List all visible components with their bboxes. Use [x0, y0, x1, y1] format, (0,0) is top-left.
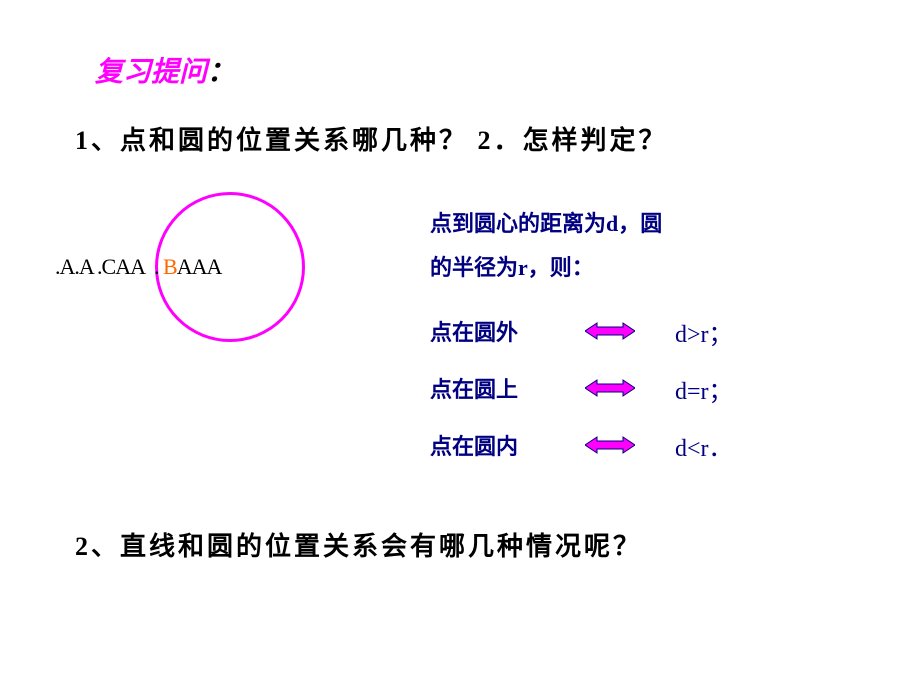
content-row: .A.A .CAA . BAAA 点到圆心的距离为d，圆的半径为r，则： 点在圆… — [50, 202, 870, 486]
double-arrow-icon — [585, 435, 635, 455]
rule-row-0: 点在圆外 d>r； — [430, 315, 870, 347]
rule-intro: 点到圆心的距离为d，圆的半径为r，则： — [430, 202, 870, 290]
rule-label-1: 点在圆上 — [430, 372, 575, 404]
double-arrow-icon — [585, 378, 635, 398]
points-line: .A.A .CAA . BAAA — [55, 254, 221, 280]
double-arrow-icon — [585, 321, 635, 341]
arrow-2 — [575, 435, 645, 455]
rule-row-2: 点在圆内 d<r． — [430, 429, 870, 461]
question-2: 2、直线和圆的位置关系会有哪几种情况呢？ — [75, 526, 870, 563]
rule-label-0: 点在圆外 — [430, 315, 575, 347]
rule-row-1: 点在圆上 d=r； — [430, 372, 870, 404]
rules-section: 点到圆心的距离为d，圆的半径为r，则： 点在圆外 d>r； 点在圆上 — [430, 202, 870, 486]
header-colon: ： — [207, 57, 235, 88]
diagram-section: .A.A .CAA . BAAA — [50, 202, 430, 372]
header-title: 复习提问： — [95, 50, 870, 90]
slide-content: 复习提问： 1、点和圆的位置关系哪几种？ 2．怎样判定？ .A.A .CAA .… — [0, 0, 920, 690]
arrow-0 — [575, 321, 645, 341]
label-b: B — [163, 254, 177, 279]
question-1: 1、点和圆的位置关系哪几种？ 2．怎样判定？ — [75, 120, 870, 157]
arrow-1 — [575, 378, 645, 398]
rule-formula-1: d=r； — [675, 371, 733, 406]
rule-formula-0: d>r； — [675, 314, 733, 349]
rule-formula-2: d<r． — [675, 428, 733, 463]
header-text: 复习提问 — [95, 57, 207, 88]
rule-label-2: 点在圆内 — [430, 429, 575, 461]
